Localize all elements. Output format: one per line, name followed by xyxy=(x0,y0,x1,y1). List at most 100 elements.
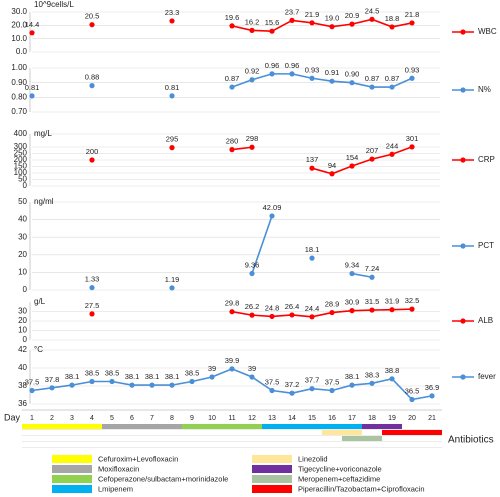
data-point xyxy=(69,382,75,388)
data-label: 36.9 xyxy=(425,383,440,392)
series-line xyxy=(231,308,413,318)
y-tick-label: 20 xyxy=(18,250,27,259)
x-tick-label: 18 xyxy=(368,415,376,422)
y-unit-label: 10^9cells/L xyxy=(34,0,74,9)
legend-label: CRP xyxy=(478,155,495,164)
x-tick-label: 17 xyxy=(348,415,356,422)
data-point xyxy=(329,171,335,177)
legend-label: Cefuroxim+Levofloxacin xyxy=(98,454,178,463)
data-point xyxy=(409,396,415,403)
y-tick-label: 10.0 xyxy=(11,34,27,43)
data-point xyxy=(409,144,415,150)
data-point xyxy=(169,145,175,151)
data-label: 38.1 xyxy=(125,372,140,381)
data-label: 9.36 xyxy=(245,261,260,270)
data-point xyxy=(209,374,215,380)
data-point xyxy=(289,71,295,77)
data-label: 9.34 xyxy=(345,261,360,270)
data-point xyxy=(269,213,275,219)
data-point xyxy=(109,378,115,385)
legend-label: Lmipenem xyxy=(98,484,133,493)
data-label: 0.88 xyxy=(85,73,100,82)
data-point xyxy=(309,255,315,261)
y-tick-label: 0.90 xyxy=(11,78,27,87)
data-label: 16.2 xyxy=(245,17,260,26)
data-label: 21.9 xyxy=(305,10,320,19)
y-tick-label: 30.0 xyxy=(11,7,27,16)
legend-label: Piperacillin/Tazobactam+Ciprofloxacin xyxy=(298,484,425,493)
data-label: 7.24 xyxy=(365,264,380,273)
antibiotic-bar xyxy=(362,424,402,429)
legend-swatch xyxy=(52,455,92,463)
data-label: 94 xyxy=(328,161,336,170)
data-label: 1.33 xyxy=(85,275,100,284)
x-tick-label: 8 xyxy=(170,415,174,422)
data-point xyxy=(289,17,295,23)
y-tick-label: 40 xyxy=(18,215,27,224)
data-point xyxy=(329,24,335,30)
x-tick-label: 7 xyxy=(150,415,154,422)
data-point xyxy=(29,387,35,394)
data-point xyxy=(389,24,395,30)
legend-label: fever xyxy=(478,372,496,381)
series-line xyxy=(231,18,413,33)
data-label: 24.5 xyxy=(365,6,380,15)
legend-swatch xyxy=(52,465,92,473)
antibiotic-bar xyxy=(22,424,102,429)
y-tick-label: 1.00 xyxy=(11,63,27,72)
data-label: 23.7 xyxy=(285,7,300,16)
x-tick-label: 6 xyxy=(130,415,134,422)
data-label: 21.8 xyxy=(405,10,420,19)
data-point xyxy=(249,374,255,380)
data-label: 0.96 xyxy=(265,61,280,70)
data-label: 38.1 xyxy=(345,372,360,381)
legend-swatch xyxy=(252,455,292,463)
y-tick-label: 40 xyxy=(18,363,27,372)
data-label: 200 xyxy=(86,147,99,156)
y-tick-label: 20 xyxy=(18,316,27,325)
data-label: 39 xyxy=(208,364,216,373)
y-tick-label: 0.70 xyxy=(11,107,27,116)
data-label: 28.9 xyxy=(325,300,340,309)
x-tick-label: 5 xyxy=(110,415,114,422)
data-label: 0.87 xyxy=(225,74,240,83)
y-tick-label: 0.80 xyxy=(11,92,27,101)
data-label: 26.2 xyxy=(245,302,260,311)
y-unit-label: °C xyxy=(34,345,43,354)
x-tick-label: 1 xyxy=(30,415,34,422)
data-label: 42.09 xyxy=(263,203,282,212)
data-label: 0.91 xyxy=(325,68,340,77)
legend-label: Meropenem+ceftazidime xyxy=(298,474,380,483)
data-label: 38.5 xyxy=(105,368,120,377)
data-point xyxy=(429,393,435,399)
legend-marker xyxy=(460,157,466,163)
y-tick-label: 50 xyxy=(18,197,27,206)
data-label: 38.1 xyxy=(145,372,160,381)
data-point xyxy=(169,382,175,388)
y-tick-label: 50 xyxy=(18,175,27,184)
data-point xyxy=(349,163,355,169)
data-point xyxy=(369,156,375,162)
data-point xyxy=(309,386,315,392)
data-point xyxy=(369,380,375,386)
data-point xyxy=(369,307,375,313)
data-label: 0.93 xyxy=(305,65,320,74)
data-point xyxy=(89,157,95,163)
series-line xyxy=(231,73,413,88)
x-tick-label: 12 xyxy=(248,415,256,422)
data-point xyxy=(309,75,315,81)
x-tick-label: 10 xyxy=(208,415,216,422)
series-line xyxy=(351,272,373,279)
data-point xyxy=(229,147,235,153)
data-label: 32.5 xyxy=(405,296,420,305)
data-label: 14.4 xyxy=(25,20,40,29)
data-point xyxy=(309,165,315,171)
data-label: 38.3 xyxy=(365,370,380,379)
data-point xyxy=(409,20,415,26)
data-point xyxy=(249,144,255,150)
x-axis-label: Day xyxy=(4,412,21,422)
y-unit-label: g/L xyxy=(34,297,46,306)
antibiotic-bar xyxy=(262,424,362,429)
legend-marker xyxy=(460,243,466,249)
data-label: 38.5 xyxy=(85,368,100,377)
